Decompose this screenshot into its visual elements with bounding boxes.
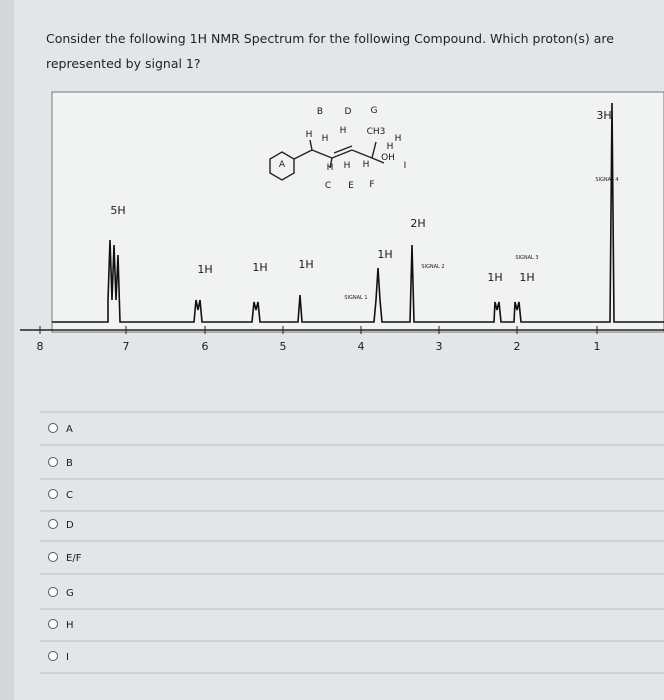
signal-label: SIGNAL 4 <box>595 177 618 183</box>
molecule-bonds <box>269 139 385 181</box>
axis-label: 2 <box>514 340 521 353</box>
integration-label: 1H <box>377 248 392 261</box>
option-radio[interactable] <box>48 423 58 433</box>
integration-label: 1H <box>252 261 267 274</box>
axis-label: 8 <box>37 340 44 353</box>
option-radio[interactable] <box>48 457 58 467</box>
option-label[interactable]: A <box>66 424 73 435</box>
molecule-label: H <box>306 130 313 140</box>
axis-label: 1 <box>594 340 601 353</box>
molecule-label: H <box>344 161 351 171</box>
axis-label: 6 <box>202 340 209 353</box>
signal-label: SIGNAL 2 <box>421 264 444 270</box>
spectrum-frame <box>51 91 664 333</box>
option-label[interactable]: H <box>66 620 74 631</box>
option-label[interactable]: B <box>66 458 73 469</box>
option-label[interactable]: E/F <box>66 553 82 564</box>
molecule-label: D <box>345 107 352 117</box>
molecule-label: CH3 <box>367 127 386 137</box>
molecule-label: I <box>404 161 407 171</box>
option-label[interactable]: C <box>66 490 73 501</box>
option-label[interactable]: I <box>66 652 69 663</box>
integration-label: 1H <box>519 271 534 284</box>
molecule-label: H <box>363 160 370 170</box>
molecule-label: H <box>322 134 329 144</box>
molecule-label: OH <box>381 153 395 163</box>
signal-label: SIGNAL 3 <box>515 255 538 261</box>
axis-label: 7 <box>123 340 130 353</box>
option-radio[interactable] <box>48 489 58 499</box>
molecule-label: H <box>387 142 394 152</box>
option-radio[interactable] <box>48 552 58 562</box>
question-text: Consider the following 1H NMR Spectrum f… <box>46 31 614 71</box>
integration-label: 3H <box>596 109 611 122</box>
signal-label: SIGNAL 1 <box>344 295 367 301</box>
molecule-label: C <box>325 181 331 191</box>
integration-label: 2H <box>410 217 425 230</box>
axis-label: 5 <box>280 340 287 353</box>
integration-label: 1H <box>298 258 313 271</box>
option-radio[interactable] <box>48 651 58 661</box>
axis-label: 3 <box>436 340 443 353</box>
option-radio[interactable] <box>48 587 58 597</box>
option-label[interactable]: G <box>66 588 74 599</box>
molecule-label: B <box>317 107 323 117</box>
integration-label: 1H <box>197 263 212 276</box>
molecule-label: H <box>340 126 347 136</box>
integration-label: 5H <box>110 204 125 217</box>
molecule-label: A <box>279 160 286 170</box>
option-label[interactable]: D <box>66 520 74 531</box>
option-radio[interactable] <box>48 519 58 529</box>
integration-label: 1H <box>487 271 502 284</box>
spectrum-trace <box>52 102 664 323</box>
molecule-label: F <box>369 180 374 190</box>
molecule-label: E <box>348 181 354 191</box>
axis-label: 4 <box>358 340 365 353</box>
molecule-label: H <box>327 163 334 173</box>
molecule-label: G <box>371 106 378 116</box>
option-radio[interactable] <box>48 619 58 629</box>
molecule-label: H <box>395 134 402 144</box>
